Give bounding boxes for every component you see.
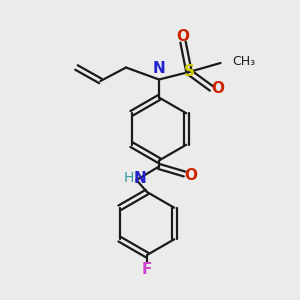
Text: N: N	[134, 171, 146, 186]
Text: H: H	[124, 172, 134, 185]
Text: O: O	[184, 168, 198, 183]
Text: O: O	[212, 81, 225, 96]
Text: F: F	[142, 262, 152, 278]
Text: O: O	[176, 29, 190, 44]
Text: S: S	[184, 64, 194, 80]
Text: CH₃: CH₃	[232, 55, 255, 68]
Text: N: N	[153, 61, 165, 76]
